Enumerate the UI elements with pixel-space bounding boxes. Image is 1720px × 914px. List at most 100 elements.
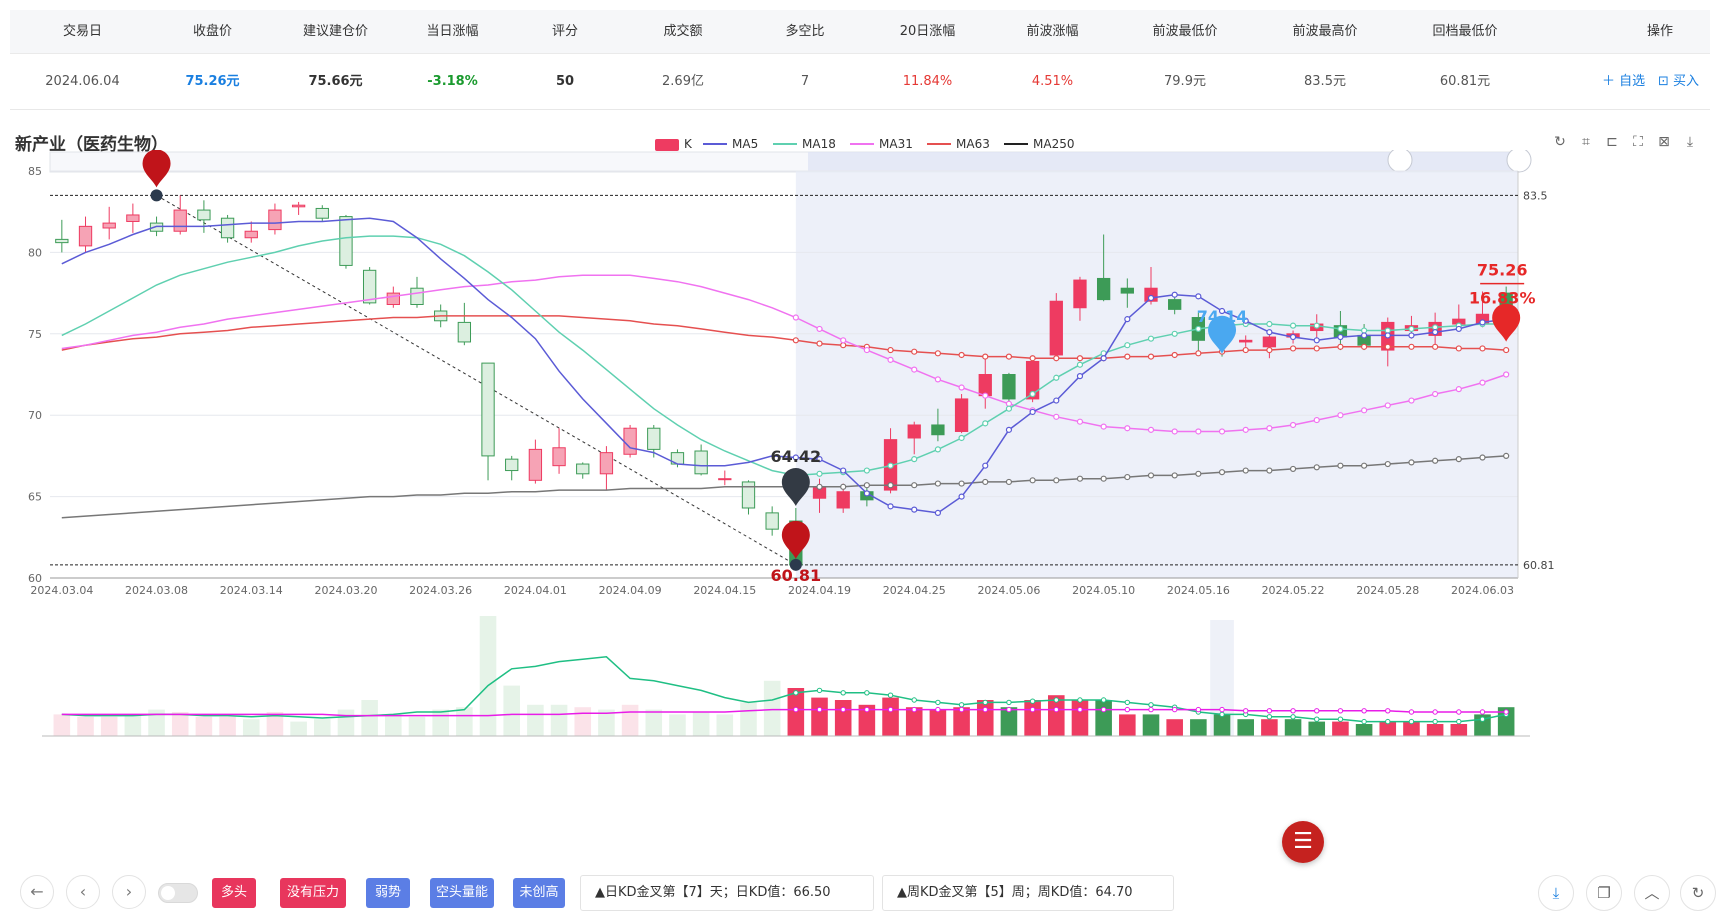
volume-bar — [1237, 719, 1254, 736]
volume-ma-a-line-point — [1148, 702, 1154, 708]
y-tick-label: 80 — [28, 246, 42, 259]
ma63-line — [61, 315, 1507, 359]
menu-button[interactable]: ☰ — [1282, 821, 1324, 863]
ma31-line-point — [1147, 426, 1155, 433]
header-prev-wave-change: 前波涨幅 — [1026, 24, 1079, 39]
export-button[interactable]: ⤓ — [1538, 875, 1574, 911]
stock-chart[interactable]: 60 65 70 75 80 85 83.5 60.81 2024.03.04 2024.03.0… — [0, 150, 1720, 870]
ma5-line-point — [1029, 408, 1036, 416]
legend-ma63-label: MA63 — [956, 137, 990, 151]
ma31-line-point — [1479, 379, 1486, 386]
marker-blue-pin — [1208, 315, 1237, 354]
ma18-line-point — [1053, 374, 1060, 381]
ma63-line-point — [1289, 345, 1297, 352]
ma5-line-point — [887, 503, 894, 510]
volume-ma-a-line-point — [1219, 711, 1225, 718]
volume-ma-b-line-point — [816, 706, 823, 713]
zoom-select-icon[interactable]: ⌗ — [1582, 134, 1590, 150]
zoom-reset-icon[interactable]: ⊏ — [1606, 134, 1618, 150]
candle-body — [362, 269, 377, 304]
next-button[interactable]: › — [112, 875, 146, 909]
volume-ma-b-line-point — [1337, 708, 1344, 714]
legend-k[interactable]: K — [655, 136, 692, 152]
volume-bar — [645, 709, 663, 736]
y-tick-label: 85 — [28, 165, 42, 178]
legend-ma250[interactable]: MA250 — [1004, 136, 1074, 152]
x-tick-label: 2024.03.08 — [125, 584, 188, 597]
candle-body — [386, 292, 400, 305]
value-turnover: 2.69亿 — [662, 74, 704, 89]
ma31-line-point — [1503, 371, 1510, 378]
fullscreen-icon[interactable]: ⛶ — [1633, 134, 1643, 150]
menu-icon: ☰ — [1293, 829, 1313, 854]
ma31-line-point — [1100, 423, 1107, 430]
header-suggest-price: 建议建仓价 — [302, 24, 368, 39]
ma31-line-point — [792, 314, 799, 321]
legend-ma63[interactable]: MA63 — [927, 136, 990, 152]
volume-ma-b-line-point — [1361, 708, 1367, 714]
ma63-line-point — [1360, 343, 1368, 350]
ma250-line-point — [840, 483, 847, 490]
volume-ma-a-line-point — [793, 690, 799, 696]
volume-ma-a-line-point — [1479, 716, 1486, 722]
volume-bar — [1166, 719, 1183, 736]
scroll-top-button[interactable]: ︿ — [1634, 875, 1670, 911]
ma31-line-point — [1455, 386, 1462, 393]
candle-body — [552, 447, 566, 467]
ma63-line-point — [1147, 353, 1155, 360]
volume-ma-b-line-point — [793, 706, 799, 713]
volume-ma-b-line-point — [1171, 706, 1178, 713]
legend-ma18[interactable]: MA18 — [773, 136, 836, 152]
reload-button[interactable]: ↻ — [1680, 875, 1716, 911]
ma18-line-point — [934, 446, 942, 453]
zoom-slider-window — [808, 152, 1518, 172]
legend-ma31[interactable]: MA31 — [850, 136, 913, 152]
candle-body — [197, 209, 211, 221]
volume-ma-a-line-point — [911, 697, 917, 703]
ma18-line-point — [1029, 390, 1036, 398]
tag-weak[interactable]: 弱势 — [366, 878, 410, 908]
x-tick-label: 2024.06.03 — [1451, 584, 1514, 597]
back-button[interactable]: ← — [20, 875, 54, 909]
ma31-line-point — [1053, 413, 1060, 420]
clear-icon[interactable]: ⊠ — [1658, 134, 1670, 150]
candle-body — [220, 217, 235, 239]
selected-range-shade — [795, 171, 1518, 578]
mode-toggle[interactable] — [158, 883, 198, 903]
value-prev-wave-change: 4.51% — [1031, 74, 1074, 89]
buy-button[interactable]: ⊡ 买入 — [1658, 60, 1699, 104]
volume-bar — [1213, 714, 1231, 736]
ma250-line-point — [1076, 475, 1084, 482]
prev-button[interactable]: ‹ — [66, 875, 100, 909]
legend-k-swatch — [655, 138, 679, 151]
refresh-icon[interactable]: ↻ — [1554, 134, 1566, 150]
ma5-line-point — [1266, 329, 1273, 336]
ma18-line-point — [1266, 320, 1273, 328]
volume-ma-b-line-point — [1290, 708, 1296, 714]
copy-button[interactable]: ❐ — [1586, 875, 1622, 911]
legend-ma18-swatch — [773, 142, 797, 153]
volume-ma-b-line-point — [1432, 709, 1438, 715]
candle-body — [126, 214, 140, 222]
ma18-line-point — [1384, 327, 1391, 334]
tag-bull[interactable]: 多头 — [212, 878, 256, 908]
volume-ma-a-line-point — [816, 687, 823, 694]
ma63-line-point — [934, 350, 942, 357]
ma31-line — [61, 274, 1507, 433]
tag-no-new-high[interactable]: 未创高 — [513, 878, 565, 908]
volume-bar — [1284, 719, 1302, 736]
download-icon[interactable]: ⤓ — [1686, 134, 1694, 150]
ma63-line-point — [840, 342, 847, 349]
ma31-line-point — [1242, 426, 1249, 433]
toggle-knob — [161, 886, 175, 900]
ma250-line-point — [1124, 473, 1131, 481]
ma31-line-point — [1337, 412, 1344, 419]
volume-ma-b-line-point — [1100, 706, 1107, 713]
ma31-line-point — [1408, 397, 1415, 404]
volume-ma-a-line-point — [1029, 698, 1036, 704]
ma250-line-point — [1313, 464, 1320, 471]
tag-bear-volume[interactable]: 空头量能 — [430, 878, 494, 908]
add-watchlist-button[interactable]: ＋ 自选 — [1602, 74, 1646, 89]
legend-ma5[interactable]: MA5 — [703, 136, 758, 152]
tag-no-pressure[interactable]: 没有压力 — [280, 878, 346, 908]
